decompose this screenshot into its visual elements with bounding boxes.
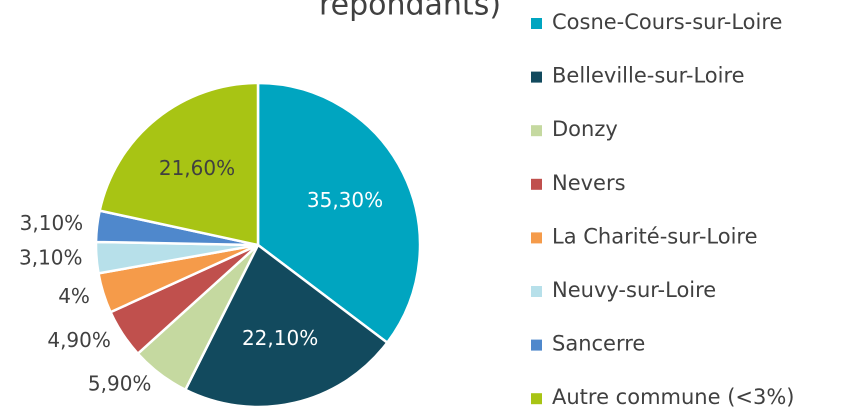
pie-slice (98, 81, 260, 247)
legend-swatch (531, 286, 542, 297)
data-label: 5,90% (88, 372, 152, 396)
legend-label: Sancerre (552, 332, 645, 356)
legend-label: La Charité-sur-Loire (552, 224, 758, 248)
legend-swatch (531, 125, 542, 137)
legend-label: Nevers (552, 171, 626, 195)
data-label: 3,10% (20, 211, 84, 235)
data-label: 4,90% (47, 328, 111, 352)
data-label: 4% (58, 284, 90, 308)
pie-slice (256, 81, 422, 345)
legend-swatch (531, 393, 542, 405)
legend-label: Belleville-sur-Loire (552, 64, 745, 88)
legend-label: Donzy (552, 117, 618, 141)
data-label: 22,10% (242, 326, 318, 350)
chart-title: répondants) (319, 0, 501, 23)
data-label: 35,30% (307, 188, 383, 212)
legend-label: Autre commune (<3%) (552, 385, 795, 409)
data-label: 3,10% (19, 245, 83, 269)
legend-swatch (531, 339, 542, 351)
legend-label: Neuvy-sur-Loire (552, 278, 716, 302)
legend-swatch (531, 232, 542, 244)
legend-swatch (531, 178, 542, 190)
legend-label: Cosne-Cours-sur-Loire (552, 10, 782, 34)
pie-slice (183, 243, 389, 409)
data-label: 21,60% (159, 156, 235, 180)
legend-swatch (531, 18, 542, 29)
legend-swatch (531, 71, 542, 83)
